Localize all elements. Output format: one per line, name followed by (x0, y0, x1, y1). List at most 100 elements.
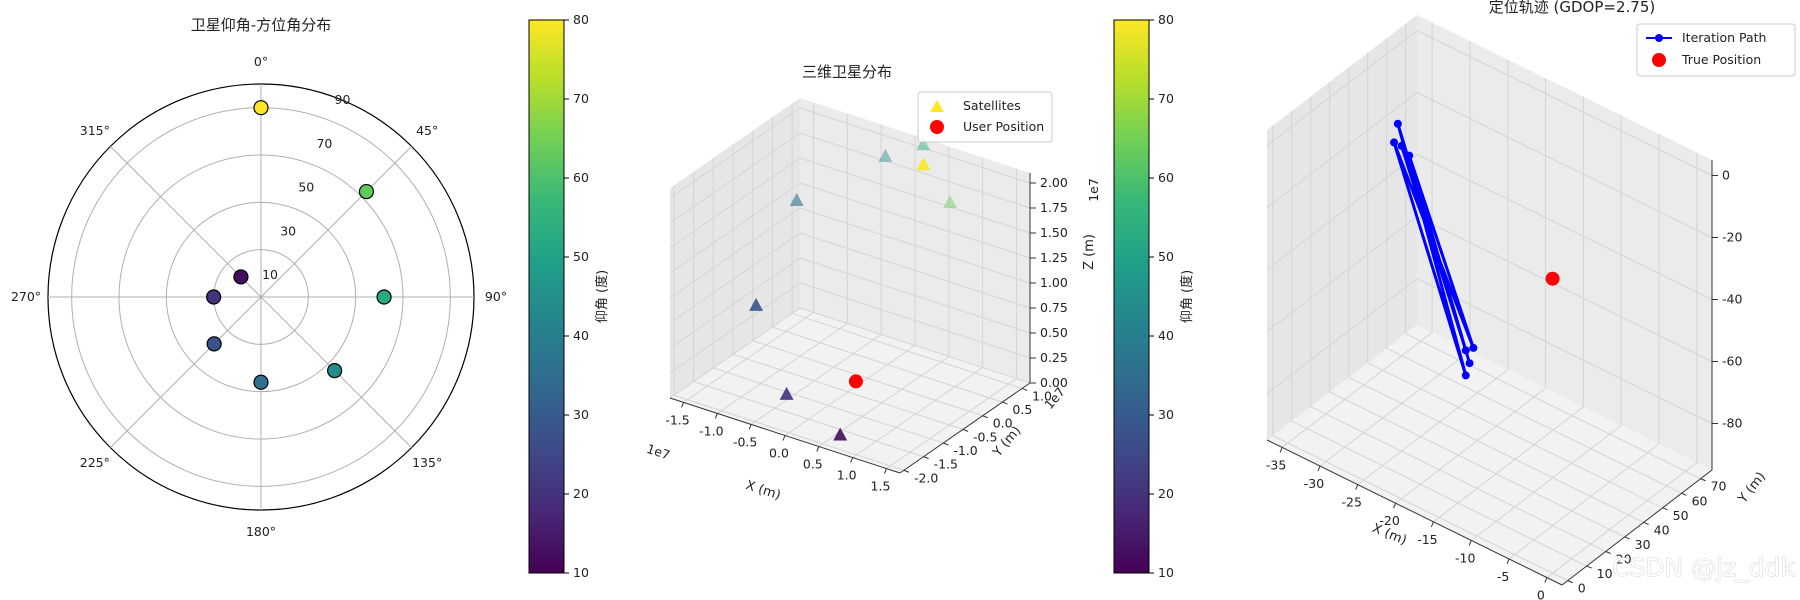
x-tick (1279, 447, 1283, 453)
polar-angle-tick-label: 180° (246, 524, 276, 539)
colorbar-tick-label: 40 (1158, 328, 1174, 343)
satellite-3d-legend: Satellites User Position (917, 91, 1053, 143)
z-tick-label: 2.00 (1040, 175, 1068, 190)
side-pane (670, 98, 800, 398)
polar-angle-tick-label: 225° (80, 455, 110, 470)
z-tick-label: 1.00 (1040, 275, 1068, 290)
x-tick (816, 446, 820, 452)
x-tick (681, 402, 684, 408)
y-tick-label: -0.5 (973, 429, 997, 444)
grid-line (799, 307, 1031, 384)
polar-grid (47, 83, 475, 511)
polar-radial-tick-label: 30 (280, 223, 296, 238)
satellite-3d-chart: 三维卫星分布 -1.5-1.0-0.50.00.51.01.5-2.0-1.5-… (645, 63, 1101, 503)
y-tick (903, 469, 910, 473)
grid-line (669, 307, 801, 399)
iteration-path-point (1461, 371, 1470, 380)
polar-satellite-point (327, 363, 343, 379)
polar-satellite-points (206, 100, 392, 390)
x-tick-label: -30 (1304, 476, 1324, 491)
grid-line (717, 323, 848, 414)
grid-line (669, 257, 801, 349)
z-offset-label: 1e7 (1086, 178, 1101, 202)
colorbar-tick-label: 80 (1158, 12, 1174, 27)
grid-line (852, 367, 983, 458)
x-axis-label: X (m) (744, 478, 783, 503)
colorbar-label: 仰角 (度) (1179, 270, 1195, 323)
y-tick (943, 442, 949, 446)
grid-line (713, 367, 944, 444)
iteration-path-line (1392, 122, 1475, 377)
grid-line (752, 340, 983, 417)
polar-angle-tick-label: 0° (254, 54, 268, 69)
grid-line (799, 282, 1031, 359)
colorbar-tick-label: 10 (573, 565, 589, 580)
y-tick (1643, 521, 1649, 525)
legend-satellites-label: Satellites (963, 98, 1021, 113)
x-tick (1544, 577, 1548, 583)
z-tick-label: 0.00 (1040, 375, 1068, 390)
grid-line (791, 312, 1023, 389)
grid-line (669, 157, 801, 249)
polar-angle-tick-label: 90° (485, 289, 507, 304)
colorbar-label: 仰角 (度) (594, 270, 610, 323)
grid-line (669, 132, 801, 224)
legend-user-marker (930, 120, 944, 134)
trajectory-3d-legend: Iteration Path True Position (1636, 23, 1796, 77)
z-tick-label: 0 (1722, 168, 1730, 183)
satellite-marker (779, 386, 794, 400)
colorbar-tick-label: 10 (1158, 565, 1174, 580)
colorbar-tick-label: 20 (573, 486, 589, 501)
x-tick (1317, 465, 1321, 472)
polar-radial-tick-label: 10 (262, 267, 278, 282)
x-tick (1393, 503, 1397, 509)
y-tick (1021, 387, 1028, 391)
y-tick (1605, 551, 1611, 554)
grid-line (1416, 278, 1713, 424)
grid-line (1272, 435, 1568, 582)
grid-line (673, 394, 905, 471)
colorbar-tick-label: 60 (573, 170, 589, 185)
grid-line (669, 232, 801, 324)
y-tick-label: 0 (1578, 581, 1586, 596)
grid-line (1416, 154, 1713, 300)
y-tick-label: 50 (1673, 508, 1689, 523)
grid-line (799, 157, 1031, 234)
true-position-marker (1545, 271, 1560, 286)
grid-line (1266, 216, 1418, 332)
colorbar-left: 10 20 30 40 50 60 70 80 仰角 (度) (528, 12, 610, 580)
z-tick-label: 0.25 (1040, 350, 1068, 365)
grid-line (1266, 30, 1418, 146)
x-tick (1430, 521, 1434, 527)
trajectory-3d-marks (1390, 119, 1560, 380)
x-tick-label: -15 (1417, 532, 1437, 547)
y-tick-label: 40 (1654, 522, 1670, 537)
y-tick (962, 428, 969, 432)
polar-satellite-point (206, 336, 222, 352)
colorbar-rect (528, 19, 565, 574)
x-tick-label: -35 (1266, 457, 1286, 472)
grid-line (799, 207, 1031, 284)
polar-chart-title: 卫星仰角-方位角分布 (191, 16, 331, 34)
grid-line (799, 182, 1031, 259)
grid-line (669, 282, 801, 374)
z-tick-label: 1.75 (1040, 200, 1068, 215)
y-tick-label: 0.5 (1012, 402, 1032, 417)
x-tick (1506, 558, 1510, 565)
polar-radial-tick-label: 90 (335, 92, 351, 107)
satellite-marker (878, 148, 893, 162)
y-tick-label: 70 (1711, 479, 1727, 494)
colorbar-tick-label: 50 (1158, 249, 1174, 264)
y-tick (923, 456, 929, 460)
x-tick-label: 1.5 (871, 479, 891, 494)
x-offset-label: 1e7 (645, 441, 672, 463)
x-tick (782, 435, 786, 441)
colorbar-tick-label: 20 (1158, 486, 1174, 501)
polar-grid-spoke (110, 296, 262, 448)
grid-line (669, 182, 801, 274)
polar-angle-tick-label: 270° (11, 289, 41, 304)
satellite-marker (916, 137, 931, 151)
y-tick (1567, 580, 1573, 584)
x-tick-label: -5 (1497, 569, 1509, 584)
